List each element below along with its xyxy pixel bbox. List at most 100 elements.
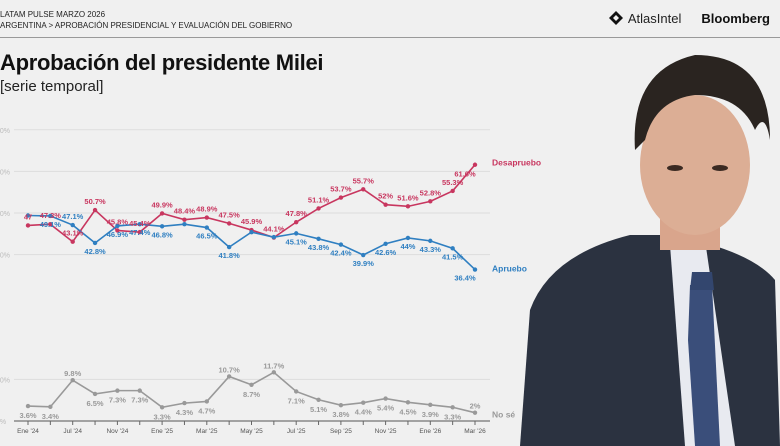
data-label: 3.8% bbox=[332, 410, 349, 419]
data-label: 53.7% bbox=[330, 185, 352, 194]
data-label: 50.7% bbox=[84, 197, 106, 206]
header-divider bbox=[0, 37, 780, 38]
kicker-line-1: LATAM PULSE MARZO 2026 bbox=[0, 10, 106, 19]
data-point bbox=[294, 389, 299, 394]
data-label: 2% bbox=[470, 402, 481, 411]
data-point bbox=[70, 378, 75, 383]
data-label: 42.4% bbox=[330, 249, 352, 258]
data-point bbox=[428, 199, 433, 204]
data-label: 52.8% bbox=[420, 188, 442, 197]
legend-label: Apruebo bbox=[492, 264, 527, 274]
data-label: 5.1% bbox=[310, 405, 327, 414]
data-label: 61.6% bbox=[454, 170, 476, 179]
data-point bbox=[226, 244, 232, 250]
page-subtitle: [serie temporal] bbox=[0, 78, 104, 95]
data-label: 3.6% bbox=[19, 411, 36, 420]
data-label: 7.3% bbox=[131, 396, 148, 405]
data-label: 4.5% bbox=[399, 407, 416, 416]
data-point bbox=[48, 213, 53, 219]
atlasintel-logo: AtlasIntel bbox=[608, 10, 681, 26]
data-point bbox=[226, 374, 232, 379]
data-label: 46.5% bbox=[196, 232, 218, 241]
data-label: 5.4% bbox=[377, 404, 394, 413]
x-tick-label: Mar '26 bbox=[464, 428, 486, 435]
data-point bbox=[271, 370, 277, 375]
data-point bbox=[48, 404, 53, 410]
data-point bbox=[450, 405, 455, 410]
data-point bbox=[361, 252, 366, 258]
data-label: 3.4% bbox=[42, 412, 59, 421]
data-label: 43.3% bbox=[420, 245, 442, 254]
data-label: 46.9% bbox=[107, 230, 129, 239]
data-label: 51.6% bbox=[397, 193, 419, 202]
data-point bbox=[204, 215, 209, 220]
data-label: 42.6% bbox=[375, 248, 397, 257]
data-label: 6.5% bbox=[86, 399, 103, 408]
data-point bbox=[249, 382, 254, 388]
data-point bbox=[92, 240, 98, 246]
data-label: 10.7% bbox=[219, 365, 241, 374]
data-label: 36.4% bbox=[454, 274, 476, 283]
data-point bbox=[383, 396, 388, 401]
x-tick-label: Jul '24 bbox=[63, 428, 82, 435]
data-point bbox=[294, 219, 299, 225]
data-point bbox=[383, 202, 388, 207]
data-label: 51.1% bbox=[308, 195, 330, 204]
data-label: 3.9% bbox=[422, 410, 439, 419]
data-label: 9.8% bbox=[64, 369, 81, 378]
data-point bbox=[25, 403, 31, 409]
data-point bbox=[92, 391, 98, 397]
data-label: 44.1% bbox=[263, 225, 285, 234]
data-point bbox=[361, 187, 366, 192]
data-point bbox=[316, 206, 321, 211]
data-point bbox=[204, 225, 209, 230]
data-point bbox=[48, 222, 53, 227]
legend-label: No sé bbox=[492, 410, 515, 420]
page-title: Aprobación del presidente Milei bbox=[0, 50, 324, 75]
data-label: 55.7% bbox=[353, 176, 375, 185]
data-label: 8.7% bbox=[243, 390, 260, 399]
y-tick-label: 40% bbox=[0, 253, 10, 260]
data-label: 7.1% bbox=[288, 396, 305, 405]
y-tick-label: 10% bbox=[0, 377, 10, 384]
data-label: 47.1% bbox=[62, 212, 84, 221]
data-point bbox=[70, 239, 75, 244]
data-label: 3.3% bbox=[444, 412, 461, 421]
data-point bbox=[472, 162, 478, 167]
data-label: 7.3% bbox=[109, 396, 126, 405]
data-label: 47.3% bbox=[40, 211, 62, 220]
x-tick-label: Jul '25 bbox=[287, 428, 306, 435]
kicker: LATAM PULSE MARZO 2026 ARGENTINA > APROB… bbox=[0, 9, 292, 31]
data-point bbox=[338, 195, 344, 200]
data-point bbox=[182, 400, 187, 406]
data-point bbox=[428, 238, 433, 244]
data-point bbox=[338, 242, 344, 247]
data-label: 52% bbox=[378, 192, 393, 201]
data-point bbox=[383, 241, 388, 246]
y-tick-label: 0% bbox=[0, 419, 6, 426]
data-label: 11.7% bbox=[263, 361, 284, 370]
data-label: 45.9% bbox=[241, 217, 263, 226]
data-point bbox=[316, 236, 321, 241]
data-label: 45.4% bbox=[129, 219, 151, 228]
data-point bbox=[338, 402, 344, 408]
data-label: 47.5% bbox=[219, 210, 241, 219]
data-point bbox=[316, 397, 321, 402]
data-point bbox=[137, 388, 142, 393]
data-point bbox=[405, 400, 411, 405]
logos: AtlasIntel Bloomberg bbox=[608, 10, 770, 26]
data-label: 43.8% bbox=[308, 243, 330, 252]
data-point bbox=[450, 188, 455, 194]
data-label: 49.9% bbox=[151, 200, 173, 209]
x-tick-label: Ene '26 bbox=[419, 428, 441, 435]
x-tick-label: Sep '25 bbox=[330, 428, 352, 435]
data-point bbox=[472, 267, 478, 272]
x-tick-label: Ene '24 bbox=[17, 428, 39, 435]
data-label: 48.9% bbox=[196, 205, 218, 214]
data-point bbox=[159, 211, 165, 216]
data-point bbox=[472, 410, 478, 415]
data-point bbox=[92, 207, 98, 213]
data-label: 41.8% bbox=[219, 251, 241, 260]
data-point bbox=[137, 222, 142, 227]
data-point bbox=[450, 246, 455, 251]
